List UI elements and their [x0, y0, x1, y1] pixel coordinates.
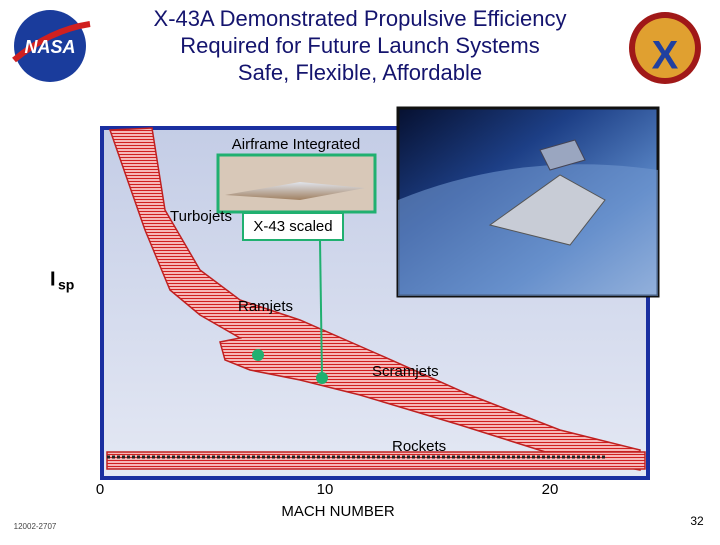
x-label: MACH NUMBER — [281, 503, 395, 520]
page-number: 32 — [690, 514, 704, 528]
vehicle-photo — [396, 106, 660, 298]
test-point — [252, 349, 264, 361]
x-tick-label: 0 — [96, 481, 104, 498]
callout-label: Airframe Integrated — [232, 136, 360, 153]
title-line: X-43A Demonstrated Propulsive Efficiency — [154, 6, 567, 31]
callout-label: X-43 scaled — [253, 218, 332, 235]
region-label: Scramjets — [372, 363, 439, 380]
rockets-band — [106, 451, 646, 470]
x-tick-label: 10 — [317, 481, 334, 498]
x43-box — [242, 212, 344, 241]
connector — [319, 239, 323, 379]
airframe-plane — [225, 182, 365, 200]
title-line: Required for Future Launch Systems — [180, 33, 540, 58]
y-label: I — [50, 268, 56, 290]
svg-text:X: X — [652, 34, 679, 78]
region-label: Ramjets — [238, 298, 293, 315]
x43-logo: X — [629, 12, 701, 84]
y-label-sub: sp — [58, 277, 74, 293]
test-point — [316, 372, 328, 384]
nasa-logo: NASA — [12, 10, 91, 82]
title-line: Safe, Flexible, Affordable — [238, 60, 482, 85]
region-label: Rockets — [392, 438, 446, 455]
svg-text:NASA: NASA — [24, 37, 75, 57]
region-label: Turbojets — [170, 208, 232, 225]
x-tick-label: 20 — [542, 481, 559, 498]
footer-code: 12002-2707 — [14, 522, 57, 531]
